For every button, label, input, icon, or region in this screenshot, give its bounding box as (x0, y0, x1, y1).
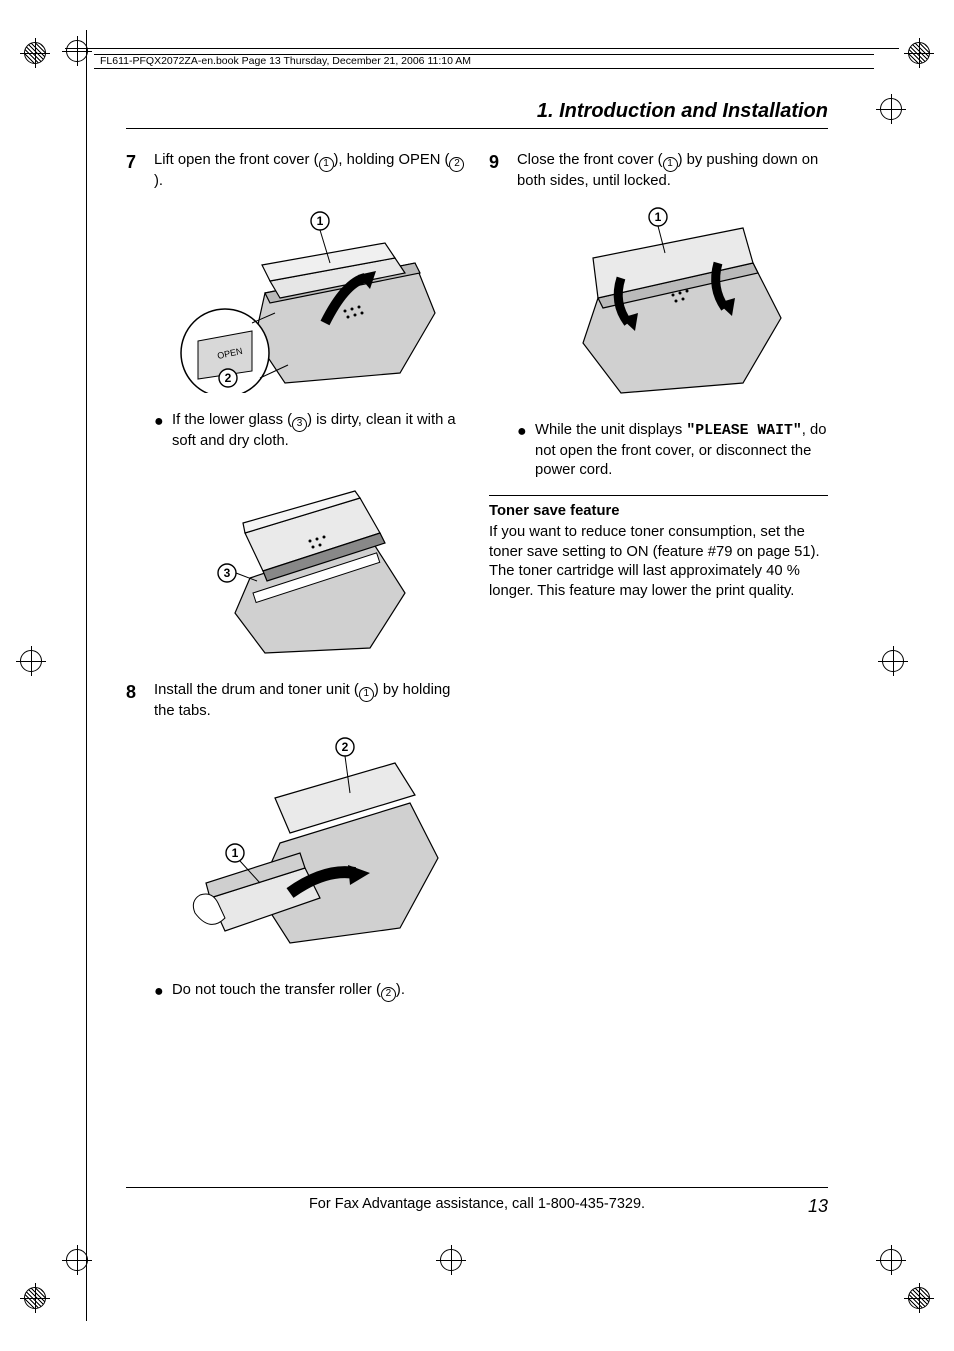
bullet-step9: ● While the unit displays "PLEASE WAIT",… (517, 421, 828, 481)
reg-mark-tl-inner (66, 40, 88, 62)
section-title: 1. Introduction and Installation (126, 100, 828, 129)
ref-2-icon: 2 (449, 157, 464, 172)
bullet-dot-icon: ● (517, 421, 535, 481)
book-header: FL611-PFQX2072ZA-en.book Page 13 Thursda… (100, 55, 471, 69)
page-number: 13 (808, 1196, 828, 1217)
svg-text:3: 3 (223, 566, 230, 580)
bullet-text: Do not touch the transfer roller (2). (172, 981, 465, 1002)
figure-step9: 1 (517, 203, 828, 403)
svg-text:2: 2 (224, 371, 231, 385)
crop-line-top (65, 48, 899, 49)
reg-mark-bl-inner (66, 1249, 88, 1271)
right-column: 9 Close the front cover (1) by pushing d… (489, 151, 828, 1010)
step-9: 9 Close the front cover (1) by pushing d… (489, 151, 828, 191)
svg-text:2: 2 (341, 740, 348, 754)
bullet-dot-icon: ● (154, 411, 172, 451)
page-footer: For Fax Advantage assistance, call 1-800… (126, 1187, 828, 1217)
reg-mark-tr-outer (908, 42, 930, 64)
step-text: Install the drum and toner unit (1) by h… (154, 681, 465, 721)
feature-title: Toner save feature (489, 502, 828, 522)
bullet-text: If the lower glass (3) is dirty, clean i… (172, 411, 465, 451)
reg-mark-mr (882, 650, 904, 672)
ref-1-icon: 1 (663, 157, 678, 172)
step-7: 7 Lift open the front cover (1), holding… (126, 151, 465, 191)
ref-2-icon: 2 (381, 987, 396, 1002)
svg-text:1: 1 (231, 846, 238, 860)
bullet-dot-icon: ● (154, 981, 172, 1002)
bullet-text: While the unit displays "PLEASE WAIT", d… (535, 421, 828, 481)
step-8: 8 Install the drum and toner unit (1) by… (126, 681, 465, 721)
figure-step7: 1 OPEN 2 (154, 203, 465, 393)
reg-mark-br-outer (908, 1287, 930, 1309)
feature-separator (489, 495, 828, 496)
step-text: Close the front cover (1) by pushing dow… (517, 151, 828, 191)
reg-mark-bl-outer (24, 1287, 46, 1309)
svg-text:1: 1 (316, 214, 323, 228)
step-text: Lift open the front cover (1), holding O… (154, 151, 465, 191)
ref-1-icon: 1 (319, 157, 334, 172)
reg-mark-br-inner (880, 1249, 902, 1271)
figure-step7b: 3 (154, 463, 465, 663)
bullet-step7: ● If the lower glass (3) is dirty, clean… (154, 411, 465, 451)
reg-mark-ml (20, 650, 42, 672)
step-number: 9 (489, 151, 517, 191)
crop-line-left (86, 30, 87, 1321)
reg-mark-tl-outer (24, 42, 46, 64)
bullet-step8: ● Do not touch the transfer roller (2). (154, 981, 465, 1002)
ref-3-icon: 3 (292, 417, 307, 432)
page-content: 1. Introduction and Installation 7 Lift … (126, 100, 828, 1231)
display-message: "PLEASE WAIT" (686, 423, 801, 439)
reg-mark-bc (440, 1249, 462, 1271)
ref-1-icon: 1 (359, 687, 374, 702)
reg-mark-tr-inner (880, 98, 902, 120)
feature-body: If you want to reduce toner consumption,… (489, 523, 828, 601)
svg-text:1: 1 (654, 210, 661, 224)
two-column-layout: 7 Lift open the front cover (1), holding… (126, 151, 828, 1010)
figure-step8: 2 1 (154, 733, 465, 963)
left-column: 7 Lift open the front cover (1), holding… (126, 151, 465, 1010)
footer-text: For Fax Advantage assistance, call 1-800… (126, 1196, 828, 1212)
header-rule-bottom (94, 68, 874, 69)
step-number: 7 (126, 151, 154, 191)
step-number: 8 (126, 681, 154, 721)
